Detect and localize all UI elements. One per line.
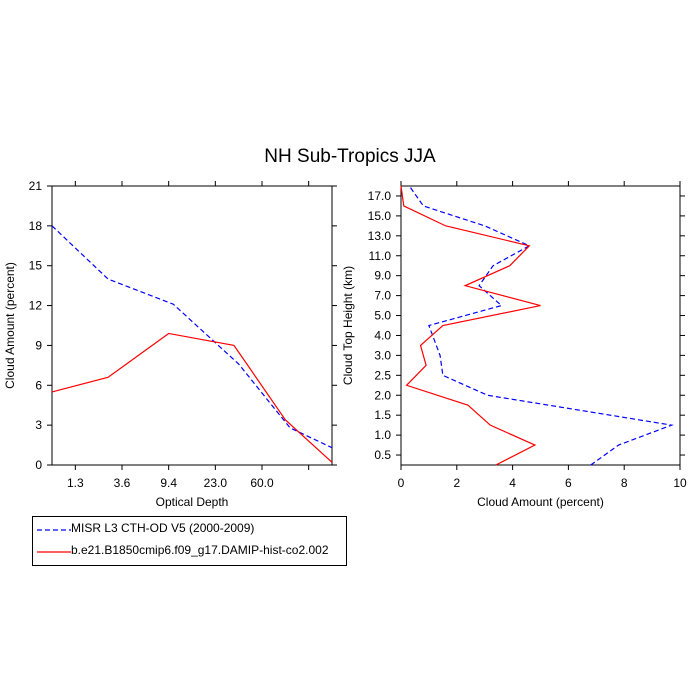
y-tick-label: 11.0 <box>369 249 392 263</box>
panel-cloud-top-height: 0.5 1.0 1.5 2.0 2.5 3.0 4.0 5.0 7.0 9.0 11.0 13.0 15… <box>341 181 687 509</box>
legend-line-dashed-icon <box>37 529 71 531</box>
chart-title: NH Sub-Tropics JJA <box>264 146 436 167</box>
y-tick-label: 2.0 <box>374 388 391 402</box>
plot-frame <box>400 185 681 466</box>
y-tick-label: 21 <box>29 179 43 193</box>
plot-frame <box>51 185 333 466</box>
y-tick-label: 1.0 <box>374 428 391 442</box>
legend-label-obs: MISR L3 CTH-OD V5 (2000-2009) <box>71 521 255 535</box>
x-tick-label: 4 <box>509 476 516 490</box>
x-tick-label: 0 <box>398 476 405 490</box>
x-tick-label: 2 <box>453 476 460 490</box>
y-tick-label: 3 <box>35 418 42 432</box>
y-tick-label: 0 <box>35 458 42 472</box>
x-axis-label: Cloud Amount (percent) <box>477 495 604 509</box>
x-tick-label: 10 <box>673 476 687 490</box>
y-axis-label: Cloud Amount (percent) <box>3 262 17 389</box>
x-tick-label: 9.4 <box>160 476 177 490</box>
y-tick-label: 1.5 <box>374 408 391 422</box>
x-tick-label: 1.3 <box>67 476 84 490</box>
series-line-obs <box>51 225 333 449</box>
legend-line-solid-icon <box>37 551 71 553</box>
series-line-obs <box>408 185 674 466</box>
x-tick-label: 3.6 <box>114 476 131 490</box>
legend-label-model: b.e21.B1850cmip6.f09_g17.DAMIP-hist-co2.… <box>71 543 329 557</box>
y-tick-label: 18 <box>29 219 43 233</box>
legend-item-model: b.e21.B1850cmip6.f09_g17.DAMIP-hist-co2.… <box>33 541 346 563</box>
y-tick-label: 9.0 <box>374 269 391 283</box>
y-tick-label: 2.5 <box>374 368 391 382</box>
y-tick-label: 12 <box>29 299 43 313</box>
y-tick-label: 0.5 <box>374 448 391 462</box>
x-axis-label: Optical Depth <box>156 495 229 509</box>
y-tick-label: 15 <box>29 259 43 273</box>
x-tick-label: 6 <box>565 476 572 490</box>
series-line-model <box>400 185 541 466</box>
y-tick-label: 17.0 <box>368 189 392 203</box>
y-tick-label: 15.0 <box>368 209 392 223</box>
y-tick-label: 9 <box>35 338 42 352</box>
x-tick-label: 60.0 <box>250 476 274 490</box>
y-tick-label: 6 <box>35 378 42 392</box>
legend: MISR L3 CTH-OD V5 (2000-2009) b.e21.B185… <box>32 516 347 566</box>
y-tick-label: 4.0 <box>374 328 391 342</box>
series-line-model <box>51 332 333 463</box>
y-tick-label: 13.0 <box>368 229 392 243</box>
x-tick-label: 23.0 <box>204 476 228 490</box>
x-tick-label: 8 <box>621 476 628 490</box>
y-tick-label: 3.0 <box>374 348 391 362</box>
y-tick-label: 5.0 <box>374 309 391 323</box>
legend-item-obs: MISR L3 CTH-OD V5 (2000-2009) <box>33 519 346 541</box>
y-tick-label: 7.0 <box>374 289 391 303</box>
y-axis-label: Cloud Top Height (km) <box>341 266 355 385</box>
panel-optical-depth: 0 3 6 9 12 15 18 21 1.3 3.6 9.4 23.0 60.0 Optical Dep… <box>3 179 337 509</box>
